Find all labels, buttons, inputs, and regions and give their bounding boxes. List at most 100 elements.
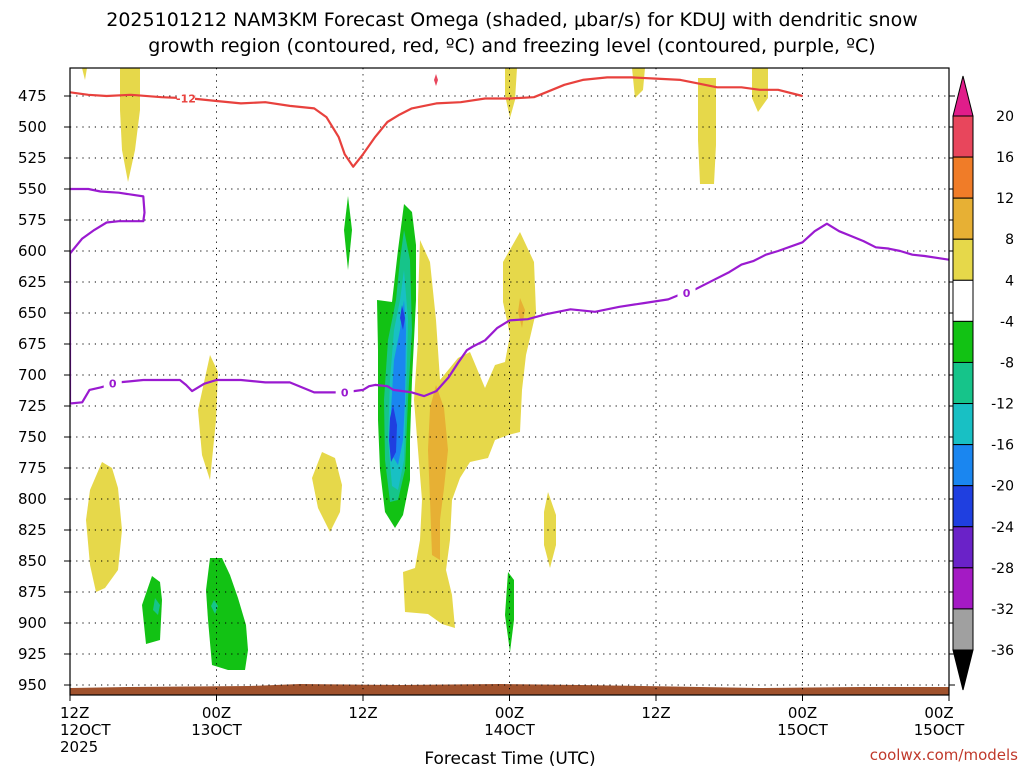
colorbar-label: 20 xyxy=(996,109,1014,125)
x-tick-label: 12Z xyxy=(348,704,377,722)
omega-region-darkblue-1 xyxy=(389,405,397,462)
colorbar-bottom-arrow xyxy=(952,649,974,691)
colorbar-label: 16 xyxy=(996,150,1014,166)
x-tick-label: 00Z xyxy=(788,704,817,722)
omega-region-green-3 xyxy=(206,558,248,670)
colorbar-label: -4 xyxy=(1000,314,1014,330)
y-tick-label: 825 xyxy=(18,521,47,539)
title-line-1: 2025101212 NAM3KM Forecast Omega (shaded… xyxy=(106,9,918,31)
y-tick-label: 650 xyxy=(18,304,47,322)
y-tick-label: 725 xyxy=(18,397,47,415)
contour-label-bg xyxy=(176,91,195,105)
contour-line-1 xyxy=(70,187,949,405)
x-tick-label: 12Z xyxy=(60,704,89,722)
omega-region-green-5 xyxy=(505,572,514,652)
omega-region-yellow-4 xyxy=(632,68,645,98)
colorbar-label: 12 xyxy=(996,191,1014,207)
y-tick-label: 775 xyxy=(18,459,47,477)
contour-label: -12 xyxy=(176,92,196,105)
x-tick-label: 12OCT xyxy=(60,721,111,739)
colorbar-top-arrow xyxy=(952,75,974,117)
omega-region-darkblue-2 xyxy=(400,305,405,330)
omega-region-green-4 xyxy=(142,576,162,644)
colorbar-label: 4 xyxy=(1005,273,1014,289)
x-tick-label: 00Z xyxy=(495,704,524,722)
omega-region-yellow-2 xyxy=(82,68,87,80)
x-tick-label: 12Z xyxy=(641,704,670,722)
y-tick-label: 525 xyxy=(18,149,47,167)
omega-region-yellow-5 xyxy=(698,78,716,184)
y-tick-label: 675 xyxy=(18,335,47,353)
y-tick-label: 900 xyxy=(18,614,47,632)
contour-label: 0 xyxy=(109,378,117,391)
terrain-strip xyxy=(70,684,949,695)
x-tick-label-end: 00Z xyxy=(924,704,953,722)
colorbar-label: -28 xyxy=(991,561,1014,577)
colorbar-label: -20 xyxy=(991,479,1014,495)
chart-title: 2025101212 NAM3KM Forecast Omega (shaded… xyxy=(106,9,918,57)
contour-label-bg xyxy=(335,385,354,399)
y-tick-label: 925 xyxy=(18,645,47,663)
colorbar-swatch xyxy=(952,320,974,363)
y-tick-label: 875 xyxy=(18,583,47,601)
x-tick-label-end: 15OCT xyxy=(914,721,965,739)
colorbar-swatch xyxy=(952,115,974,158)
colorbar-swatch xyxy=(952,526,974,569)
colorbar-label: -32 xyxy=(991,602,1014,618)
y-tick-label: 700 xyxy=(18,366,47,384)
omega-region-orange-1 xyxy=(428,385,448,560)
contour-label-bg xyxy=(103,376,122,390)
x-tick-label: 15OCT xyxy=(777,721,828,739)
colorbar-swatch xyxy=(952,608,974,651)
y-tick-label: 500 xyxy=(18,118,47,136)
colorbar-swatch xyxy=(952,444,974,487)
colorbar-swatch xyxy=(952,156,974,199)
omega-region-yellow-3 xyxy=(505,68,517,118)
omega-region-yellow-9 xyxy=(86,462,122,592)
omega-region-yellow-8 xyxy=(198,355,218,480)
x-tick-label: 2025 xyxy=(60,738,98,756)
colorbar-label: -24 xyxy=(991,520,1014,536)
omega-shading xyxy=(82,68,768,670)
omega-region-yellow-11 xyxy=(544,492,556,568)
y-tick-label: 575 xyxy=(18,211,47,229)
contour-labels: -12 0 0 0 xyxy=(103,91,696,399)
omega-region-yellow-10 xyxy=(312,452,342,532)
contour-line-0 xyxy=(70,76,803,168)
y-tick-label: 550 xyxy=(18,180,47,198)
title-line-2: growth region (contoured, red, ºC) and f… xyxy=(148,35,875,57)
colorbar-label: -8 xyxy=(1000,355,1014,371)
colorbar-swatch xyxy=(952,403,974,446)
contour-label: 0 xyxy=(341,386,349,399)
y-tick-label: 850 xyxy=(18,552,47,570)
colorbar-label: -36 xyxy=(991,643,1014,659)
x-tick-label: 14OCT xyxy=(484,721,535,739)
colorbar-swatch xyxy=(952,238,974,281)
omega-region-yellow-1 xyxy=(120,68,140,182)
colorbar-label: -16 xyxy=(991,438,1014,454)
colorbar-label: 8 xyxy=(1005,232,1014,248)
site-credit: coolwx.com/models xyxy=(870,746,1018,764)
omega-region-green-2 xyxy=(344,196,352,270)
x-tick-label: 00Z xyxy=(202,704,231,722)
y-tick-label: 600 xyxy=(18,242,47,260)
colorbar-swatch xyxy=(952,279,974,322)
isotherm-contours xyxy=(70,76,949,405)
colorbar-swatch xyxy=(952,361,974,405)
omega-region-red-spot xyxy=(434,74,438,86)
x-axis-label: Forecast Time (UTC) xyxy=(424,749,595,768)
y-tick-label: 950 xyxy=(18,676,47,694)
colorbar-swatch xyxy=(952,567,974,610)
y-tick-label: 750 xyxy=(18,428,47,446)
colorbar-swatch xyxy=(952,197,974,240)
contour-label-bg xyxy=(677,286,696,300)
omega-colorbar: 20 16 12 8 4 -4 -8 -12 -16 -20 -24 -28 -32 -36 xyxy=(952,75,1014,691)
colorbar-swatch xyxy=(952,485,974,528)
y-tick-label: 625 xyxy=(18,273,47,291)
y-axis-pressure-ticks: 475 500 525 550 575 600 625 650 675 700 725 750 775 8… xyxy=(18,87,955,694)
y-tick-label: 475 xyxy=(18,87,47,105)
omega-region-teal-3 xyxy=(211,600,218,614)
colorbar-label: -12 xyxy=(991,397,1014,413)
